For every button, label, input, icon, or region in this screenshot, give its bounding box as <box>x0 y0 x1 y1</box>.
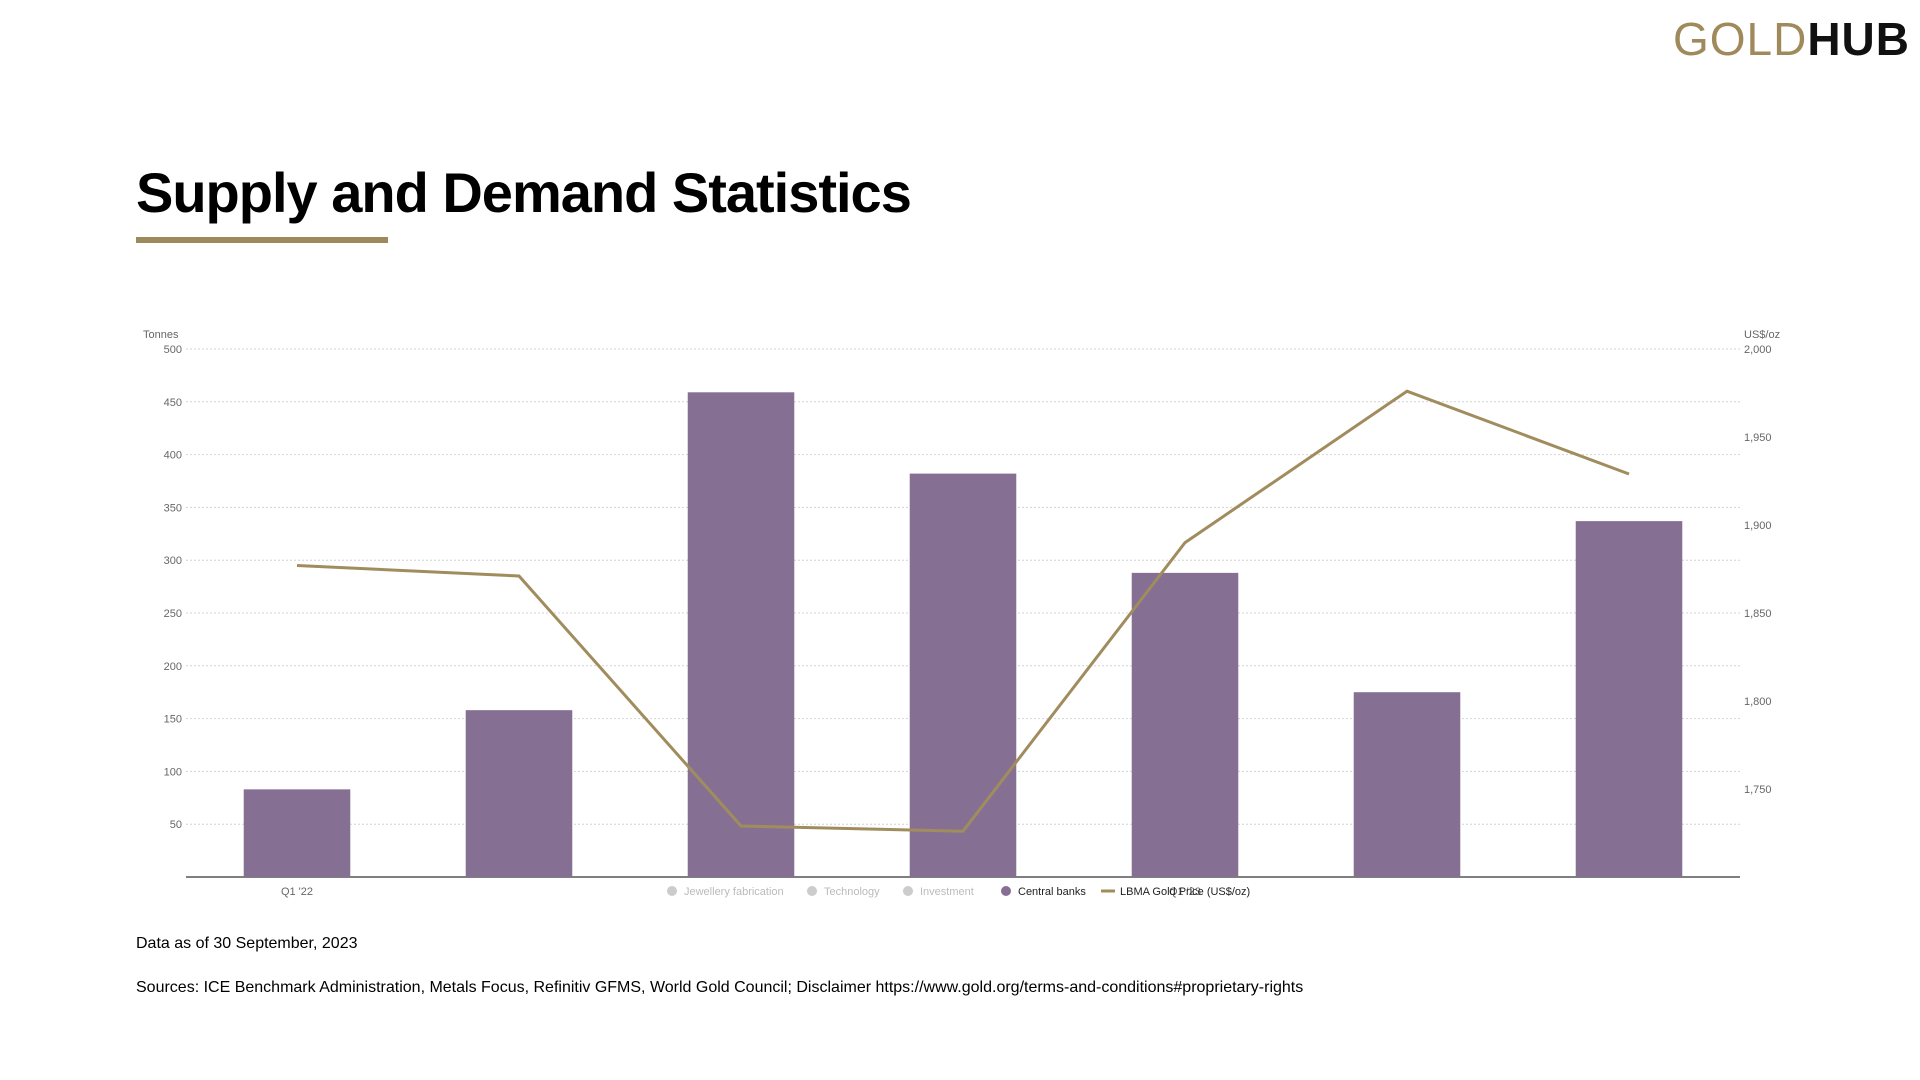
y-right-tick-label: 1,950 <box>1744 432 1772 444</box>
y-left-tick-label: 250 <box>164 608 182 620</box>
logo-hub-text: HUB <box>1807 13 1910 65</box>
line-lbma-gold-price[interactable] <box>296 389 1630 833</box>
x-tick-label: Q1 '23 <box>1169 886 1201 898</box>
legend-item: LBMA Gold Price (US$/oz) <box>1120 886 1250 898</box>
legend-item: Technology <box>824 886 880 898</box>
bar-central-banks[interactable] <box>909 473 1017 877</box>
y-left-tick-label: 350 <box>164 502 182 514</box>
y-right-tick-label: 1,900 <box>1744 520 1772 532</box>
bar-central-banks[interactable] <box>1353 692 1461 877</box>
y-right-tick-label: 1,750 <box>1744 784 1772 796</box>
goldhub-logo[interactable]: GOLDHUB <box>1673 12 1910 66</box>
data-as-of-note: Data as of 30 September, 2023 <box>136 935 358 952</box>
legend-marker <box>1001 886 1011 896</box>
legend-item: Jewellery fabrication <box>684 886 784 898</box>
y-left-axis-title: Tonnes <box>143 329 179 341</box>
y-left-tick-label: 150 <box>164 714 182 726</box>
y-left-tick-label: 300 <box>164 555 182 567</box>
y-right-tick-label: 2,000 <box>1744 344 1772 356</box>
x-tick-label: Q1 '22 <box>281 886 313 898</box>
logo-gold-text: GOLD <box>1672 13 1808 65</box>
page-title: Supply and Demand Statistics <box>136 161 912 224</box>
legend-marker <box>903 886 913 896</box>
y-left-tick-label: 500 <box>164 344 182 356</box>
bar-central-banks[interactable] <box>1575 521 1683 877</box>
y-left-tick-label: 450 <box>164 397 182 409</box>
y-right-tick-label: 1,800 <box>1744 696 1772 708</box>
bar-central-banks[interactable] <box>687 392 795 877</box>
legend-marker <box>667 886 677 896</box>
y-left-tick-label: 100 <box>164 766 182 778</box>
legend-item: Central banks <box>1018 886 1086 898</box>
y-right-axis-title: US$/oz <box>1744 329 1780 341</box>
title-underline <box>136 237 388 243</box>
legend-marker <box>807 886 817 896</box>
y-left-tick-label: 400 <box>164 450 182 462</box>
bar-central-banks[interactable] <box>243 789 351 877</box>
bar-central-banks[interactable] <box>1131 572 1239 877</box>
legend-item: Investment <box>920 886 974 898</box>
sources-note: Sources: ICE Benchmark Administration, M… <box>136 979 1304 996</box>
y-left-tick-label: 200 <box>164 661 182 673</box>
y-right-tick-label: 1,850 <box>1744 608 1772 620</box>
bar-central-banks[interactable] <box>465 710 573 877</box>
y-left-tick-label: 50 <box>170 819 182 831</box>
